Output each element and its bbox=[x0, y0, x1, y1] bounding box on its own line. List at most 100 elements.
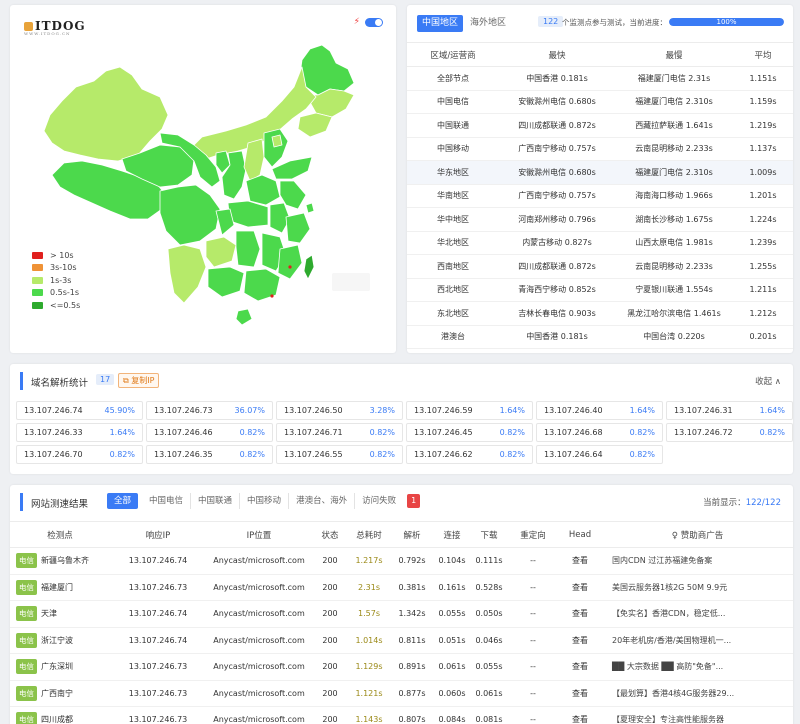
tab-overseas[interactable]: 海外地区 bbox=[470, 18, 507, 28]
sponsor-ad-link[interactable]: 国内CDN 过江苏福建免备案 bbox=[602, 547, 793, 575]
dns-percent: 3.28% bbox=[369, 406, 395, 415]
table-row: 电信 福建厦门 13.107.246.73 Anycast/microsoft.com… bbox=[10, 574, 793, 601]
view-head-link[interactable]: 查看 bbox=[558, 706, 602, 724]
table-cell: 1.255s bbox=[733, 254, 793, 279]
dns-ip-item[interactable]: 13.107.246.68 0.82% bbox=[536, 423, 663, 442]
china-map[interactable] bbox=[10, 5, 396, 353]
dns-ip-item[interactable]: 13.107.246.59 1.64% bbox=[406, 401, 533, 420]
speed-cell-ip: 13.107.246.73 bbox=[110, 574, 206, 601]
filter-mobile[interactable]: 中国移动 bbox=[240, 493, 290, 509]
dns-ip-item[interactable]: 13.107.246.73 36.07% bbox=[146, 401, 273, 420]
dns-ip-item[interactable]: 13.107.246.40 1.64% bbox=[536, 401, 663, 420]
table-row[interactable]: 西南地区 四川成都联通 0.872s 云南昆明移动 2.233s 1.255s bbox=[407, 254, 793, 279]
table-cell: 华东地区 bbox=[407, 160, 499, 185]
speed-cell-dl: 0.061s bbox=[470, 680, 508, 707]
speed-col-label: 下载 bbox=[480, 530, 498, 541]
region-taiwan bbox=[303, 254, 315, 280]
collapse-button[interactable]: 收起 ∧ bbox=[755, 377, 781, 387]
node-cell: 电信 广东深圳 bbox=[10, 653, 110, 681]
dns-ip-item[interactable]: 13.107.246.64 0.82% bbox=[536, 445, 663, 464]
table-row[interactable]: 东北地区 吉林长春电信 0.903s 黑龙江哈尔滨电信 1.461s 1.212s bbox=[407, 301, 793, 326]
dns-percent: 0.82% bbox=[239, 428, 265, 437]
table-cell: 华南地区 bbox=[407, 184, 499, 208]
legend-swatch bbox=[32, 276, 43, 284]
table-row[interactable]: 中国联通 四川成都联通 0.872s 西藏拉萨联通 1.641s 1.219s bbox=[407, 113, 793, 138]
speed-cell-dl: 0.050s bbox=[470, 600, 508, 628]
dns-percent: 0.82% bbox=[369, 428, 395, 437]
table-row: 电信 浙江宁波 13.107.246.74 Anycast/microsoft.com… bbox=[10, 627, 793, 654]
speed-col-header: 重定向 bbox=[508, 521, 558, 548]
dns-ip-item[interactable]: 13.107.246.62 0.82% bbox=[406, 445, 533, 464]
dns-ip-item[interactable]: 13.107.246.33 1.64% bbox=[16, 423, 143, 442]
dns-ip-item[interactable]: 13.107.246.46 0.82% bbox=[146, 423, 273, 442]
sponsor-ad-link[interactable]: 【最划算】香港4核4G服务器29... bbox=[602, 680, 793, 707]
dns-ip-item[interactable]: 13.107.246.50 3.28% bbox=[276, 401, 403, 420]
filter-unicom[interactable]: 中国联通 bbox=[191, 493, 241, 509]
dns-ip-item[interactable]: 13.107.246.35 0.82% bbox=[146, 445, 273, 464]
speed-cell-dl: 0.528s bbox=[470, 574, 508, 601]
dns-percent: 0.82% bbox=[629, 428, 655, 437]
speed-col-header: 检测点 bbox=[10, 521, 110, 548]
sponsor-ad-link[interactable]: 美国云服务器1核2G 50M 9.9元 bbox=[602, 574, 793, 601]
speed-cell-dl: 0.046s bbox=[470, 627, 508, 654]
copy-ip-button[interactable]: ⧉ 复制IP bbox=[118, 373, 160, 388]
sponsor-ad-link[interactable]: 【免实名】香港CDN，稳定低... bbox=[602, 600, 793, 628]
table-cell: 宁夏银川联通 1.554s bbox=[615, 278, 733, 302]
speed-col-header: 总耗时 bbox=[348, 521, 390, 548]
dns-ip-item[interactable]: 13.107.246.70 0.82% bbox=[16, 445, 143, 464]
view-head-link[interactable]: 查看 bbox=[558, 653, 602, 681]
table-row[interactable]: 华中地区 河南郑州移动 0.796s 湖南长沙移动 1.675s 1.224s bbox=[407, 207, 793, 232]
table-cell: 1.211s bbox=[733, 278, 793, 302]
sponsor-ad-link[interactable]: 20年老机房/香港/美国物理机一... bbox=[602, 627, 793, 654]
view-head-link[interactable]: 查看 bbox=[558, 574, 602, 601]
dns-ip-item[interactable]: 13.107.246.55 0.82% bbox=[276, 445, 403, 464]
table-row[interactable]: 华北地区 内蒙古移动 0.827s 山西太原电信 1.981s 1.239s bbox=[407, 231, 793, 255]
table-row[interactable]: 华东地区 安徽滁州电信 0.680s 福建厦门电信 2.310s 1.009s bbox=[407, 160, 793, 185]
filter-failed[interactable]: 访问失败 bbox=[362, 496, 397, 506]
table-cell: 中国台湾 0.220s bbox=[615, 325, 733, 349]
dns-percent: 0.82% bbox=[499, 428, 525, 437]
table-row[interactable]: 中国移动 广西南宁移动 0.757s 云南昆明移动 2.233s 1.137s bbox=[407, 137, 793, 161]
dns-ip-item[interactable]: 13.107.246.45 0.82% bbox=[406, 423, 533, 442]
node-cell: 电信 广西南宁 bbox=[10, 680, 110, 707]
view-head-link[interactable]: 查看 bbox=[558, 600, 602, 628]
region-hainan bbox=[235, 308, 253, 326]
speed-cell-redir: -- bbox=[508, 574, 558, 601]
tab-china[interactable]: 中国地区 bbox=[417, 15, 464, 32]
south-sea-inset bbox=[332, 273, 370, 291]
view-head-link[interactable]: 查看 bbox=[558, 627, 602, 654]
speed-cell-status: 200 bbox=[312, 706, 348, 724]
progress-label: 个监测点参与测试，当前进度： bbox=[562, 18, 667, 27]
table-cell: 西藏拉萨联通 1.641s bbox=[615, 113, 733, 138]
table-row[interactable]: 全部节点 中国香港 0.181s 福建厦门电信 2.31s 1.151s bbox=[407, 66, 793, 91]
dns-ip-item[interactable]: 13.107.246.74 45.90% bbox=[16, 401, 143, 420]
speed-cell-dl: 0.111s bbox=[470, 547, 508, 575]
table-row[interactable]: 华南地区 广西南宁移动 0.757s 海南海口移动 1.966s 1.201s bbox=[407, 184, 793, 208]
speed-cell-dl: 0.081s bbox=[470, 706, 508, 724]
table-row[interactable]: 西北地区 青海西宁移动 0.852s 宁夏银川联通 1.554s 1.211s bbox=[407, 278, 793, 302]
sponsor-ad-link[interactable]: 【夏理安全】专注高性能服务器 bbox=[602, 706, 793, 724]
speed-col-label: 检测点 bbox=[47, 530, 73, 541]
node-name: 福建厦门 bbox=[41, 582, 73, 592]
speed-col-header: 响应IP bbox=[110, 521, 206, 548]
table-row[interactable]: 中国电信 安徽滁州电信 0.680s 福建厦门电信 2.310s 1.159s bbox=[407, 90, 793, 114]
dns-ip-item[interactable]: 13.107.246.71 0.82% bbox=[276, 423, 403, 442]
view-head-link[interactable]: 查看 bbox=[558, 547, 602, 575]
speed-col-label: 解析 bbox=[403, 530, 421, 541]
legend-swatch bbox=[32, 264, 43, 272]
dns-ip-item[interactable]: 13.107.246.72 0.82% bbox=[666, 423, 793, 442]
table-cell: 黑龙江哈尔滨电信 1.461s bbox=[615, 301, 733, 326]
filter-overseas[interactable]: 港澳台、海外 bbox=[289, 493, 356, 509]
table-cell: 山西太原电信 1.981s bbox=[615, 231, 733, 255]
view-head-link[interactable]: 查看 bbox=[558, 680, 602, 707]
table-row[interactable]: 港澳台 中国香港 0.181s 中国台湾 0.220s 0.201s bbox=[407, 325, 793, 349]
dns-ip-item[interactable]: 13.107.246.31 1.64% bbox=[666, 401, 793, 420]
speed-cell-conn: 0.104s bbox=[434, 547, 470, 575]
filter-all[interactable]: 全部 bbox=[107, 493, 139, 509]
table-cell: 1.219s bbox=[733, 113, 793, 138]
node-cell: 电信 福建厦门 bbox=[10, 574, 110, 601]
map-toggle-switch[interactable] bbox=[365, 18, 383, 27]
sponsor-ad-link[interactable]: ██ 大宗数据 ██ 高防"免备"... bbox=[602, 653, 793, 681]
node-name: 广东深圳 bbox=[41, 662, 73, 672]
filter-telecom[interactable]: 中国电信 bbox=[142, 493, 192, 509]
